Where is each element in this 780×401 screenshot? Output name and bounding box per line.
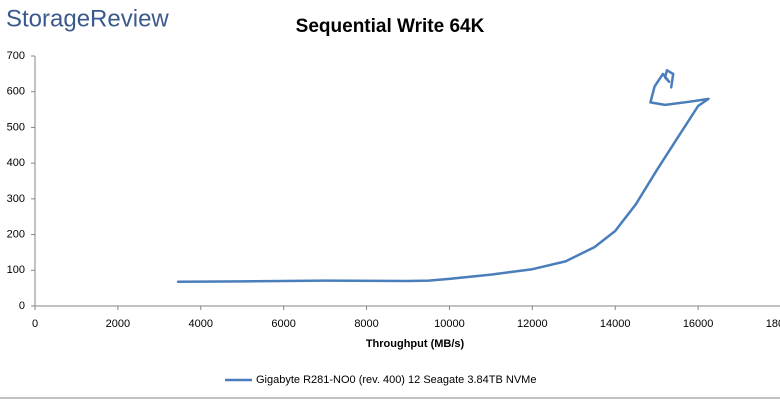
y-tick-label: 0 (19, 300, 25, 312)
y-tick-label: 300 (7, 193, 25, 205)
x-tick-label: 16000 (683, 318, 714, 330)
y-tick-label: 700 (7, 50, 25, 62)
x-tick-label: 14000 (600, 318, 631, 330)
logo: StorageReview (6, 5, 169, 32)
y-tick-label: 400 (7, 157, 25, 169)
x-tick-label: 12000 (517, 318, 548, 330)
y-tick-label: 500 (7, 121, 25, 133)
x-tick-label: 10000 (434, 318, 465, 330)
y-tick-label: 100 (7, 264, 25, 276)
x-tick-label: 2000 (106, 318, 130, 330)
x-tick-label: 6000 (271, 318, 295, 330)
y-tick-label: 600 (7, 86, 25, 98)
chart-title: Sequential Write 64K (296, 16, 485, 37)
x-tick-label: 0 (32, 318, 38, 330)
x-tick-label: 4000 (189, 318, 213, 330)
series-line (176, 69, 710, 283)
x-tick-label: 8000 (354, 318, 378, 330)
x-tick-label: 18000 (766, 318, 780, 330)
y-tick-label: 200 (7, 228, 25, 240)
legend-label: Gigabyte R281-NO0 (rev. 400) 12 Seagate … (256, 374, 536, 386)
x-axis-label: Throughput (MB/s) (366, 338, 465, 350)
